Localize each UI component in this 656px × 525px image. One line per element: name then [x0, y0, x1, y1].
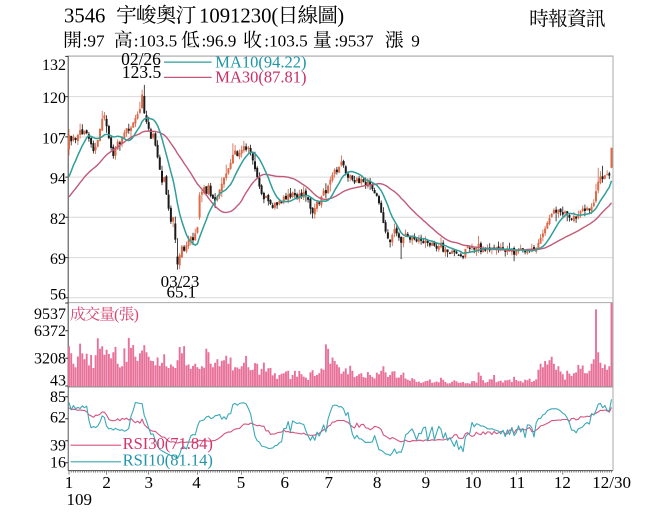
svg-text:123.5: 123.5: [122, 62, 162, 82]
svg-text:7: 7: [325, 473, 334, 492]
svg-text:43: 43: [50, 372, 66, 389]
svg-text:2: 2: [102, 473, 111, 492]
svg-text:11: 11: [509, 473, 525, 492]
svg-text:5: 5: [237, 473, 246, 492]
svg-text:): ): [337, 5, 344, 27]
svg-text:1: 1: [65, 473, 74, 492]
svg-text:94: 94: [50, 171, 66, 188]
svg-text:6372: 6372: [34, 323, 66, 340]
svg-text:8: 8: [373, 473, 382, 492]
svg-text:(: (: [114, 307, 119, 324]
svg-text:4: 4: [192, 473, 201, 492]
svg-text:109: 109: [67, 490, 93, 509]
svg-text:9: 9: [422, 473, 431, 492]
svg-text:MA30(87.81): MA30(87.81): [215, 68, 306, 87]
svg-text:82: 82: [50, 211, 66, 228]
svg-text:3: 3: [144, 473, 153, 492]
svg-text:107: 107: [42, 130, 66, 147]
svg-text:12/30: 12/30: [592, 473, 631, 492]
svg-text:120: 120: [42, 90, 66, 107]
svg-text:65.1: 65.1: [167, 283, 197, 302]
svg-text:): ): [134, 307, 139, 324]
svg-text::103.5: :103.5: [264, 32, 307, 51]
svg-text::96.9: :96.9: [202, 32, 237, 51]
svg-text:12: 12: [554, 473, 571, 492]
svg-text:MA10(94.22): MA10(94.22): [215, 52, 306, 71]
svg-text::97: :97: [83, 32, 105, 51]
svg-text:9537: 9537: [34, 306, 66, 323]
svg-text:RSI10(81.14): RSI10(81.14): [123, 450, 213, 469]
svg-text:10: 10: [465, 473, 482, 492]
svg-text:85: 85: [50, 389, 66, 406]
svg-text::103.5: :103.5: [134, 32, 177, 51]
svg-text:9: 9: [411, 32, 420, 51]
svg-text:1091230(: 1091230(: [199, 5, 278, 27]
svg-text:56: 56: [50, 286, 66, 303]
svg-text:3208: 3208: [34, 351, 66, 368]
svg-text:02/26: 02/26: [121, 49, 161, 69]
svg-text:62: 62: [50, 410, 66, 427]
svg-text:69: 69: [50, 251, 66, 268]
svg-text:03/23: 03/23: [161, 272, 200, 291]
svg-text:132: 132: [42, 57, 66, 74]
svg-text::9537: :9537: [334, 32, 374, 51]
svg-text:39: 39: [50, 438, 66, 455]
svg-text:6: 6: [280, 473, 289, 492]
svg-text:RSI30(71.84): RSI30(71.84): [123, 434, 213, 453]
svg-text:3546: 3546: [64, 5, 105, 27]
svg-text:16: 16: [50, 455, 66, 472]
